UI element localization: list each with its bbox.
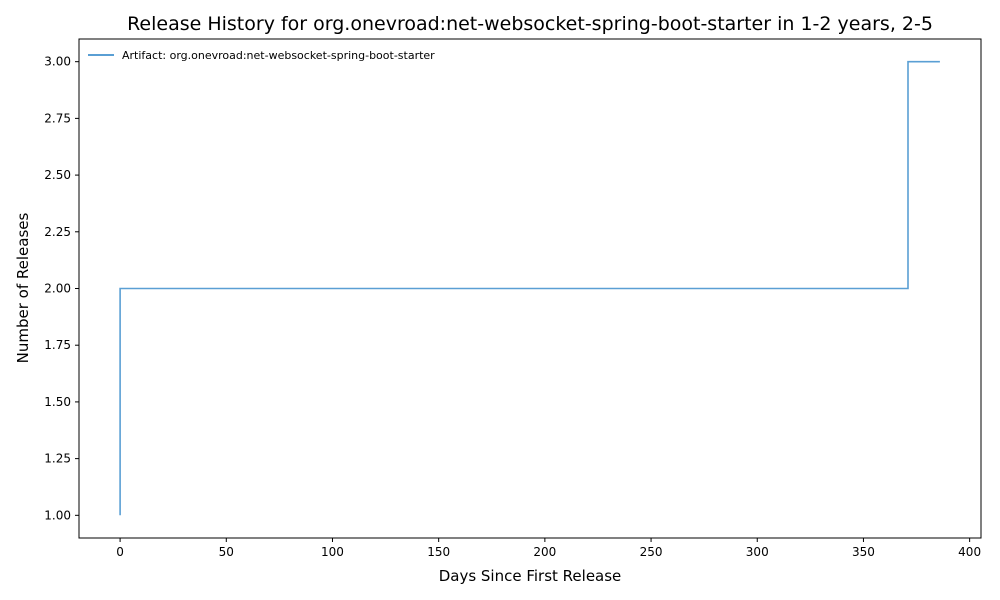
x-tick-label: 350 [852, 545, 875, 559]
y-tick-label: 2.50 [44, 168, 71, 182]
x-tick-label: 400 [958, 545, 981, 559]
x-axis: 0 50 100 150 200 250 300 350 400 [116, 538, 981, 559]
legend: Artifact: org.onevroad:net-websocket-spr… [88, 49, 435, 62]
x-tick-label: 200 [533, 545, 556, 559]
x-tick-label: 100 [321, 545, 344, 559]
chart-title: Release History for org.onevroad:net-web… [127, 13, 933, 35]
x-tick-label: 250 [640, 545, 663, 559]
x-tick-label: 0 [116, 545, 124, 559]
legend-label: Artifact: org.onevroad:net-websocket-spr… [122, 49, 435, 62]
x-tick-label: 300 [746, 545, 769, 559]
y-tick-label: 1.25 [44, 452, 71, 466]
x-tick-label: 150 [427, 545, 450, 559]
y-tick-label: 1.75 [44, 338, 71, 352]
y-tick-label: 3.00 [44, 55, 71, 69]
y-tick-label: 2.25 [44, 225, 71, 239]
x-axis-label: Days Since First Release [439, 567, 622, 585]
y-axis-label: Number of Releases [14, 212, 32, 363]
y-tick-label: 2.00 [44, 282, 71, 296]
y-tick-label: 2.75 [44, 111, 71, 125]
series-layer [119, 60, 940, 516]
series-line [119, 60, 940, 516]
y-axis: 1.00 1.25 1.50 1.75 2.00 2.25 2.50 2.75 3.00 [44, 55, 79, 522]
y-tick-label: 1.00 [44, 508, 71, 522]
x-tick-label: 50 [219, 545, 234, 559]
y-tick-label: 1.50 [44, 395, 71, 409]
